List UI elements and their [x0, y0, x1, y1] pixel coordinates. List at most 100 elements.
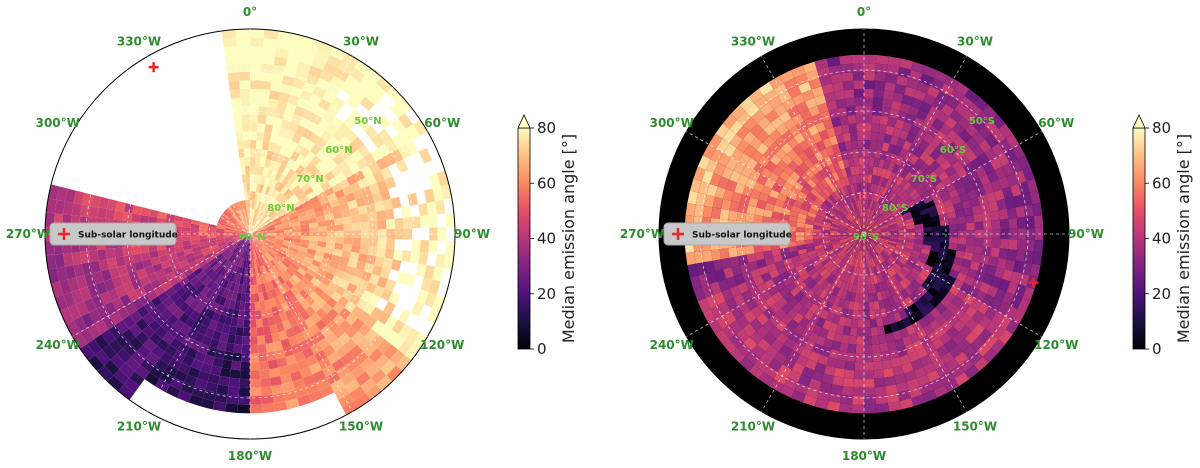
heatmap-cell: [370, 83, 387, 99]
legend-cross-icon: [672, 228, 684, 240]
heatmap-cell: [326, 236, 336, 243]
heatmap-cell: [856, 182, 862, 192]
heatmap-cell: [789, 250, 800, 258]
heatmap-cell: [230, 97, 242, 108]
heatmap-cell: [266, 207, 274, 216]
meridian-line: [249, 56, 353, 235]
heatmap-cell: [263, 254, 271, 263]
heatmap-cell: [395, 228, 404, 240]
heatmap-cell: [894, 215, 904, 222]
heatmap-cell: [198, 235, 208, 240]
heatmap-cell: [904, 218, 914, 224]
heatmap-cell: [757, 338, 771, 352]
heatmap-cell: [996, 198, 1008, 211]
heatmap-cell: [914, 276, 925, 286]
heatmap-cell: [774, 135, 788, 148]
heatmap-cell: [285, 279, 294, 290]
heatmap-cell: [59, 279, 72, 295]
heatmap-cell: [115, 319, 129, 334]
heatmap-cell: [881, 177, 889, 188]
heatmap-cell: [849, 275, 856, 285]
heatmap-cell: [226, 240, 235, 246]
heatmap-cell: [779, 384, 795, 398]
heatmap-cell: [800, 272, 811, 282]
heatmap-cell: [904, 161, 915, 172]
heatmap-cell: [810, 256, 820, 264]
meridian-line: [249, 233, 353, 412]
heatmap-cell: [178, 312, 190, 324]
heatmap-cell: [100, 269, 112, 282]
heatmap-cell: [306, 191, 317, 200]
heatmap-cell: [258, 166, 265, 176]
heatmap-cell: [787, 267, 798, 277]
heatmap-cell: [300, 299, 311, 311]
heatmap-cell: [339, 256, 350, 266]
heatmap-cell: [889, 192, 897, 202]
heatmap-cell: [218, 376, 230, 387]
heatmap-cell: [84, 273, 96, 287]
heatmap-cell: [242, 182, 248, 192]
heatmap-cell: [275, 228, 284, 232]
heatmap-cell: [244, 217, 248, 226]
heatmap-cell: [872, 234, 881, 237]
heatmap-cell: [998, 123, 1013, 139]
heatmap-cell: [847, 283, 854, 293]
heatmap-cell: [947, 141, 960, 154]
heatmap-cell: [693, 166, 706, 182]
heatmap-cell: [250, 182, 254, 192]
heatmap-cell: [232, 352, 242, 362]
heatmap-cell: [435, 253, 446, 269]
heatmap-cell: [297, 61, 312, 74]
heatmap-cell: [214, 348, 226, 360]
heatmap-cell: [758, 265, 769, 276]
heatmap-cell: [313, 186, 324, 196]
heatmap-cell: [787, 369, 802, 383]
colorbar-tick-label: 40: [537, 230, 556, 248]
heatmap-cell: [950, 89, 965, 103]
heatmap-cell: [177, 390, 192, 403]
heatmap-cell: [200, 286, 210, 297]
heatmap-cell: [377, 143, 391, 158]
heatmap-cell: [958, 129, 972, 143]
heatmap-cell: [398, 113, 413, 129]
heatmap-cell: [266, 350, 277, 361]
heatmap-cell: [846, 214, 854, 222]
heatmap-cell: [308, 132, 321, 145]
heatmap-cell: [318, 357, 332, 370]
heatmap-cell: [773, 83, 788, 97]
heatmap-cell: [200, 244, 210, 250]
heatmap-cell: [265, 239, 275, 244]
heatmap-cell: [725, 276, 738, 289]
heatmap-cell: [313, 286, 325, 297]
heatmap-cell: [747, 260, 759, 271]
heatmap-cell: [864, 310, 870, 320]
heatmap-cell: [893, 262, 903, 271]
heatmap-cell: [855, 114, 864, 124]
heatmap-cell: [91, 294, 105, 309]
heatmap-cell: [797, 212, 808, 220]
heatmap-cell: [827, 163, 837, 174]
heatmap-cell: [813, 241, 823, 247]
heatmap-cell: [754, 358, 769, 373]
heatmap-cell: [405, 140, 419, 156]
heatmap-cell: [250, 29, 265, 39]
heatmap-cell: [255, 200, 260, 210]
heatmap-cell: [753, 162, 765, 175]
heatmap-cell: [952, 178, 964, 190]
heatmap-cell: [183, 248, 194, 256]
heatmap-cell: [754, 251, 765, 261]
heatmap-cell: [106, 257, 118, 270]
heatmap-cell: [753, 244, 764, 254]
heatmap-cell: [864, 227, 871, 234]
heatmap-cell: [201, 247, 211, 254]
heatmap-cell: [71, 202, 82, 217]
heatmap-cell: [219, 245, 228, 252]
heatmap-cell: [359, 96, 375, 112]
heatmap-cell: [745, 298, 758, 311]
colorbar-tick-label: 0: [537, 340, 547, 358]
heatmap-cell: [842, 132, 851, 143]
heatmap-cell: [989, 157, 1003, 171]
heatmap-cell: [300, 239, 310, 245]
heatmap-cell: [895, 199, 905, 208]
heatmap-cell: [97, 365, 114, 382]
